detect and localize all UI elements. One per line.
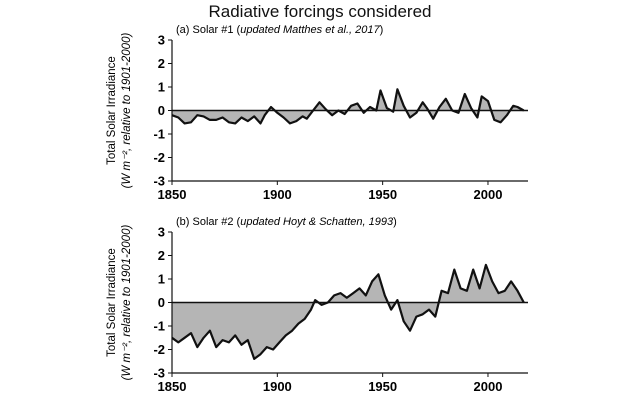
x-tick-label: 2000	[474, 187, 503, 202]
x-tick-label: 1950	[368, 379, 397, 394]
y-tick-label: 3	[158, 225, 165, 240]
y-tick-label: 1	[158, 272, 165, 287]
y-axis-label: Total Solar Irradiance	[106, 248, 118, 357]
figure-title: Radiative forcings considered	[208, 2, 432, 21]
x-tick-label: 1950	[368, 187, 397, 202]
series-line	[171, 88, 525, 125]
y-tick-label: -2	[153, 342, 165, 357]
y-tick-label: 0	[158, 295, 165, 310]
x-tick-label: 1900	[263, 379, 292, 394]
series-area	[172, 89, 524, 124]
panel-title: (a) Solar #1 (updated Matthes et al., 20…	[176, 24, 383, 36]
y-axis-label: Total Solar Irradiance	[106, 56, 118, 165]
y-tick-label: -1	[153, 127, 165, 142]
y-tick-label: 2	[158, 56, 165, 71]
x-tick-label: 2000	[474, 379, 503, 394]
x-tick-label: 1850	[158, 379, 187, 394]
series-line	[171, 263, 525, 360]
panel-title: (b) Solar #2 (updated Hoyt & Schatten, 1…	[176, 216, 397, 228]
y-tick-label: 3	[158, 33, 165, 48]
y-axis-label-units: (W m⁻², relative to 1901-2000)	[121, 33, 133, 189]
y-tick-label: 2	[158, 248, 165, 263]
x-tick-label: 1900	[263, 187, 292, 202]
series-area	[172, 264, 524, 359]
y-tick-label: -3	[153, 366, 165, 381]
y-tick-label: -3	[153, 174, 165, 189]
y-tick-label: -1	[153, 319, 165, 334]
y-tick-label: 0	[158, 103, 165, 118]
x-tick-label: 1850	[158, 187, 187, 202]
y-tick-label: -2	[153, 150, 165, 165]
y-tick-label: 1	[158, 80, 165, 95]
y-axis-label-units: (W m⁻², relative to 1901-2000)	[121, 225, 133, 381]
